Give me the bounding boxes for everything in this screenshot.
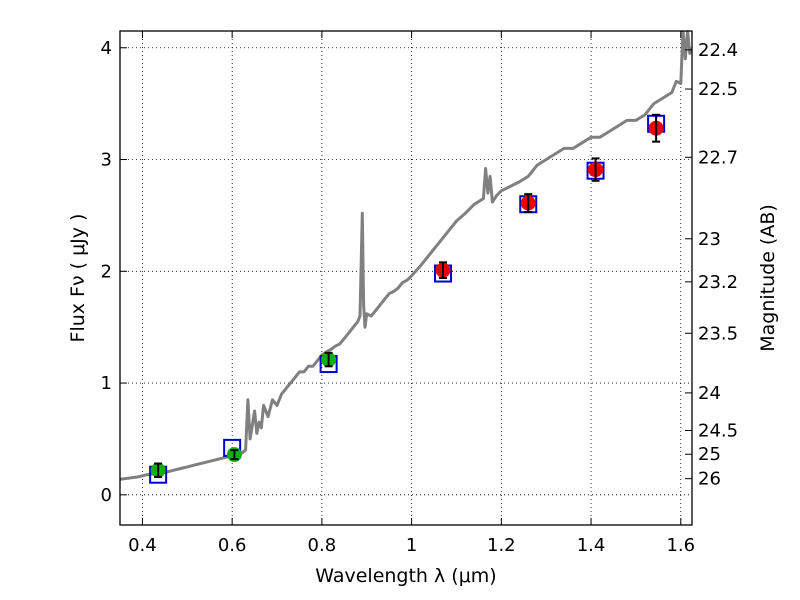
y2-tick-label: 26 (698, 469, 721, 490)
x-tick-label: 0.4 (128, 535, 157, 556)
y2-tick-label: 23.5 (698, 323, 738, 344)
x-tick-label: 0.6 (218, 535, 247, 556)
y2-tick-label: 23.2 (698, 272, 738, 293)
y-tick-label: 1 (101, 373, 112, 394)
x-tick-label: 0.8 (308, 535, 337, 556)
y2-tick-label: 23 (698, 229, 721, 250)
y-tick-label: 0 (101, 485, 112, 506)
y2-tick-label: 25 (698, 444, 721, 465)
spectrum-line (120, 31, 692, 481)
y-tick-label: 3 (101, 150, 112, 171)
x-tick-label: 1.2 (487, 535, 516, 556)
y2-tick-label: 24 (698, 383, 721, 404)
x-tick-label: 1.6 (666, 535, 695, 556)
y2-tick-label: 24.5 (698, 421, 738, 442)
plot-area (120, 31, 692, 484)
y2-tick-label: 22.4 (698, 40, 738, 61)
y-axis-title: Flux Fν ( μJy ) (67, 214, 89, 343)
grid-lines (120, 31, 692, 525)
plot-frame (119, 30, 693, 526)
y-tick-label: 4 (101, 38, 112, 59)
x-tick-label: 1.4 (577, 535, 606, 556)
y2-tick-label: 22.5 (698, 79, 738, 100)
x-tick-label: 1 (406, 535, 417, 556)
y2-tick-label: 22.7 (698, 147, 738, 168)
x-axis-title: Wavelength λ (μm) (315, 565, 496, 587)
y2-axis-title: Magnitude (AB) (757, 204, 779, 352)
y-tick-label: 2 (101, 261, 112, 282)
